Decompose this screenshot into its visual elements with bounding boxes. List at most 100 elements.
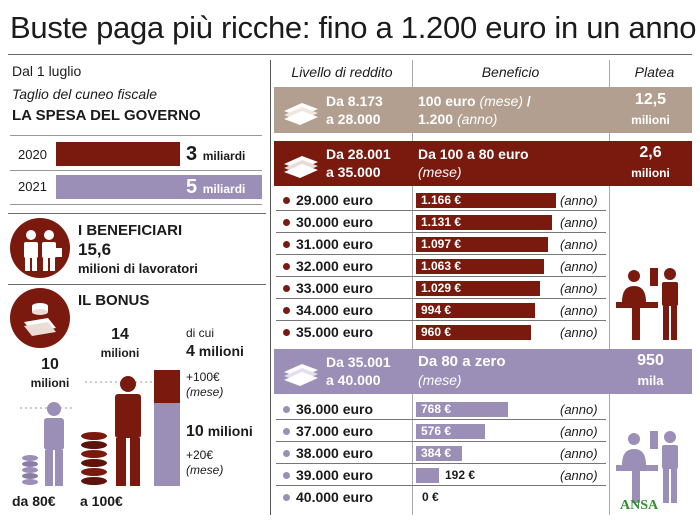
- beneficiaries-unit: milioni di lavoratori: [78, 261, 198, 276]
- group80-value: 10: [41, 356, 59, 373]
- worker-80-figure: [22, 402, 64, 486]
- income-row-label: 31.000 euro: [283, 233, 413, 255]
- beneficiaries-heading: I BENEFICIARI: [78, 222, 183, 239]
- income-row-label: 40.000 euro: [283, 486, 413, 508]
- income-row-label: 35.000 euro: [283, 321, 413, 343]
- band-3-from: Da 35.001: [326, 354, 391, 370]
- spending-bar-2021: [56, 175, 262, 199]
- banknotes-icon: [284, 103, 318, 125]
- bullet-dot: [283, 306, 290, 314]
- header-income: Livello di reddito: [291, 64, 393, 80]
- income-row-label: 32.000 euro: [283, 255, 413, 277]
- row-divider: [276, 441, 606, 442]
- band-1-platea-value: 12,5: [634, 91, 667, 108]
- subtitle: Taglio del cuneo fiscale: [12, 86, 158, 102]
- spending-value-2021: 5 miliardi: [186, 176, 246, 198]
- bullet-dot: [283, 427, 290, 435]
- bonus-stack-20-segment: [154, 403, 180, 486]
- period-label: (anno): [560, 193, 598, 208]
- period-label: (anno): [560, 325, 598, 340]
- date-label: Dal 1 luglio: [12, 63, 82, 79]
- benefit-bar: 1.097 €: [416, 237, 548, 252]
- split-b-desc1: +20€: [186, 448, 214, 462]
- benefit-bar: 1.029 €: [416, 281, 540, 296]
- band-2-benefit-note: (mese): [418, 164, 462, 180]
- worker-100-figure: [81, 376, 141, 486]
- spending-bottom-line: [10, 204, 262, 205]
- benefit-bar: 994 €: [416, 303, 535, 318]
- period-label: (anno): [560, 215, 598, 230]
- spending-mid-line: [10, 170, 262, 171]
- row-divider: [276, 320, 606, 321]
- split-a-desc2: (mese): [186, 385, 224, 399]
- benefit-bar: 768 €: [416, 402, 508, 417]
- group100-unit: milioni: [100, 346, 140, 360]
- bullet-dot: [283, 284, 290, 292]
- row-divider: [276, 419, 606, 420]
- spending-bar-2020: [56, 142, 180, 166]
- group100-value: 14: [111, 326, 129, 343]
- band-1-to: a 28.000: [326, 111, 381, 127]
- header-benefit: Beneficio: [481, 64, 540, 80]
- income-value: 40.000 euro: [296, 489, 374, 505]
- period-label: (anno): [560, 446, 598, 461]
- benefit-bar: 384 €: [416, 446, 462, 461]
- row-divider: [276, 485, 606, 486]
- left-divider-2: [8, 284, 266, 285]
- period-label: (anno): [560, 303, 598, 318]
- income-value: 34.000 euro: [296, 302, 374, 318]
- income-value: 32.000 euro: [296, 258, 374, 274]
- period-label: (anno): [560, 468, 598, 483]
- income-value: 29.000 euro: [296, 192, 374, 208]
- title-divider: [8, 54, 692, 55]
- bullet-dot: [283, 218, 290, 226]
- benefit-bar: 1.063 €: [416, 259, 544, 274]
- income-value: 38.000 euro: [296, 445, 374, 461]
- period-label: (anno): [560, 424, 598, 439]
- income-value: 35.000 euro: [296, 324, 374, 340]
- banknotes-icon: [284, 156, 318, 178]
- income-value: 30.000 euro: [296, 214, 374, 230]
- income-row-label: 39.000 euro: [283, 464, 413, 486]
- income-value: 31.000 euro: [296, 236, 374, 252]
- employees-desk-icon: [616, 268, 678, 340]
- period-label: (anno): [560, 402, 598, 417]
- group80-label: da 80€: [12, 493, 56, 509]
- income-row-label: 38.000 euro: [283, 442, 413, 464]
- table-left-border: [270, 60, 271, 515]
- bullet-dot: [283, 262, 290, 270]
- band-2-platea-value: 2,6: [639, 144, 662, 161]
- band-1: Da 8.173 a 28.000 100 euro (mese) / 1.20…: [274, 87, 692, 133]
- bullet-dot: [283, 471, 290, 479]
- row-divider: [276, 254, 606, 255]
- spending-top-line: [10, 135, 262, 136]
- income-value: 39.000 euro: [296, 467, 374, 483]
- header-platea: Platea: [634, 64, 675, 80]
- row-divider: [276, 232, 606, 233]
- dotted-guide-100: [85, 372, 155, 390]
- band-2-from: Da 28.001: [326, 146, 391, 162]
- bullet-dot: [283, 405, 290, 413]
- bullet-dot: [283, 449, 290, 457]
- split-b-desc2: (mese): [186, 463, 224, 477]
- banknotes-icon: [284, 364, 318, 386]
- employees-desk-icon: [616, 431, 678, 503]
- col-divider-1: [412, 60, 413, 515]
- row-divider: [276, 298, 606, 299]
- benefit-value: 0 €: [422, 490, 439, 504]
- income-row-label: 30.000 euro: [283, 211, 413, 233]
- benefit-bar: 576 €: [416, 424, 485, 439]
- income-row-label: 36.000 euro: [283, 398, 413, 420]
- bonus-heading: IL BONUS: [78, 292, 150, 309]
- income-row-label: 34.000 euro: [283, 299, 413, 321]
- bonus-stack-100-segment: [154, 370, 180, 403]
- income-row-label: 37.000 euro: [283, 420, 413, 442]
- band-2-to: a 35.000: [326, 164, 381, 180]
- row-divider: [276, 210, 606, 211]
- income-row-label: 33.000 euro: [283, 277, 413, 299]
- benefit-value: 192 €: [445, 468, 476, 482]
- period-label: (anno): [560, 237, 598, 252]
- benefit-bar: 960 €: [416, 325, 531, 340]
- row-divider: [276, 463, 606, 464]
- row-divider: [276, 276, 606, 277]
